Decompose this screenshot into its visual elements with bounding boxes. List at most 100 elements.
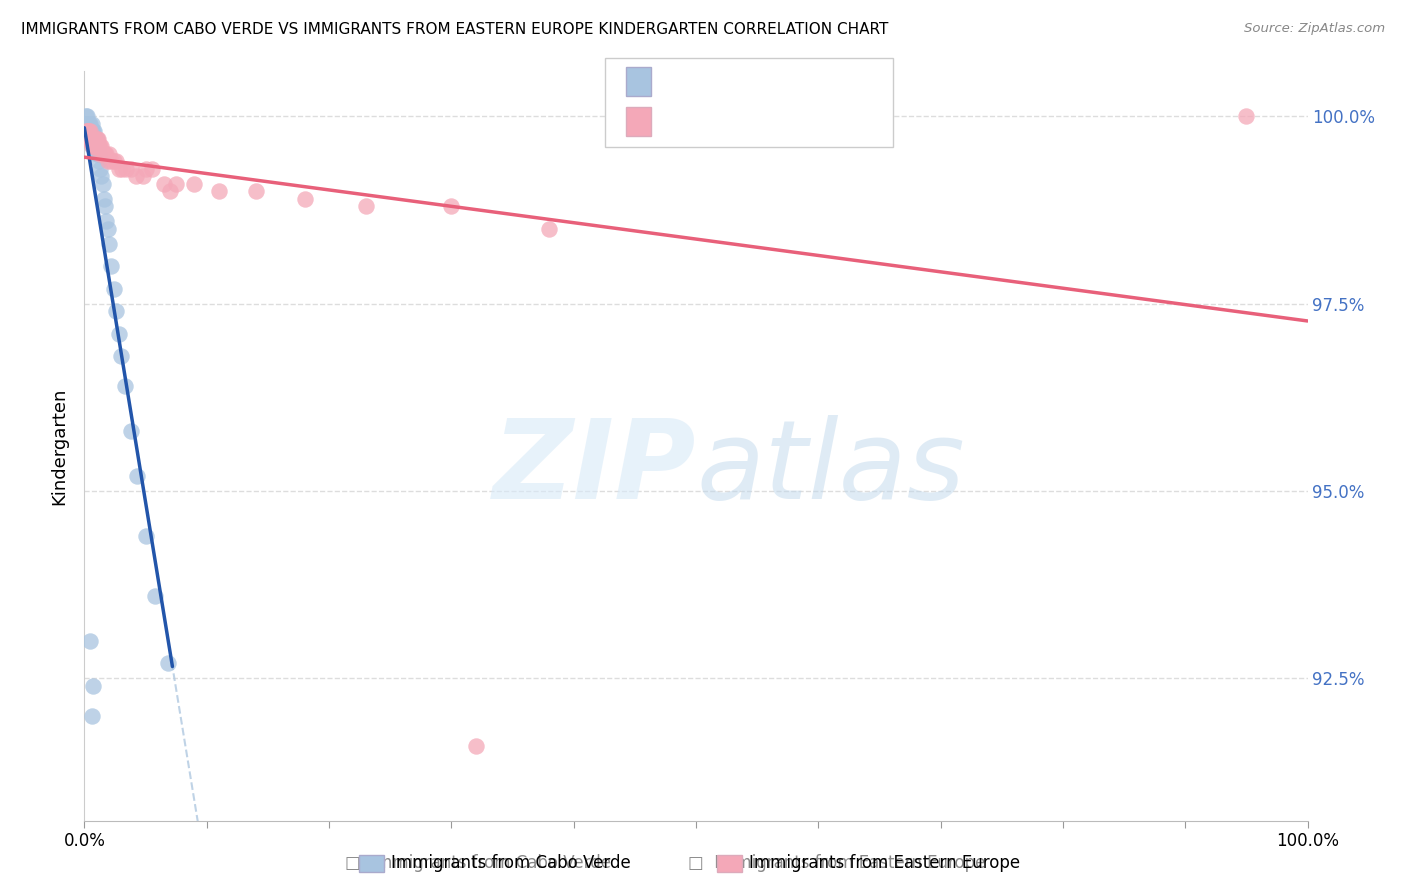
Text: Source: ZipAtlas.com: Source: ZipAtlas.com (1244, 22, 1385, 36)
Point (538, 221, 561, 235)
Text: Immigrants from Eastern Europe: Immigrants from Eastern Europe (749, 855, 1021, 872)
Text: □  Immigrants from Cabo Verde: □ Immigrants from Cabo Verde (344, 855, 612, 872)
Point (91, 177, 114, 191)
Point (82, 124, 104, 138)
Point (79, 124, 101, 138)
Point (105, 154, 128, 169)
Point (153, 177, 176, 191)
Point (79, 132, 101, 146)
Text: N =: N = (756, 112, 796, 129)
Point (77, 132, 100, 146)
Point (132, 169, 155, 184)
Point (208, 184, 231, 198)
Point (82, 139, 104, 153)
Point (111, 161, 134, 176)
Point (87, 154, 110, 169)
Point (103, 154, 125, 169)
Point (100, 154, 122, 169)
Point (84, 132, 107, 146)
Point (100, 259, 122, 273)
Point (80, 124, 103, 138)
Point (114, 379, 136, 393)
Y-axis label: Kindergarten: Kindergarten (51, 387, 69, 505)
Point (87, 139, 110, 153)
Point (84, 132, 107, 146)
Text: -0.281: -0.281 (693, 71, 751, 89)
Point (84, 139, 107, 153)
Point (77, 124, 100, 138)
Point (135, 529, 157, 543)
Point (82, 139, 104, 153)
Point (120, 161, 142, 176)
Point (135, 161, 157, 176)
Point (97, 154, 120, 169)
Point (87, 139, 110, 153)
Point (464, 739, 486, 753)
Point (93, 146, 115, 161)
Point (80, 708, 103, 723)
Text: ZIP: ZIP (492, 415, 696, 522)
Point (125, 469, 148, 483)
Point (77, 117, 100, 131)
Point (80, 139, 103, 153)
Point (83, 124, 105, 138)
Text: 56: 56 (792, 112, 814, 129)
Point (86, 139, 108, 153)
Point (87, 146, 110, 161)
Point (77, 124, 100, 138)
Point (94, 146, 117, 161)
Text: Immigrants from Cabo Verde: Immigrants from Cabo Verde (391, 855, 631, 872)
Point (103, 282, 125, 296)
Point (143, 589, 166, 603)
Point (76, 132, 98, 146)
Point (96, 214, 118, 228)
Point (183, 177, 205, 191)
Point (77, 117, 100, 131)
Point (94, 199, 117, 213)
Point (82, 679, 104, 693)
Point (75, 117, 97, 131)
Point (87, 139, 110, 153)
Point (87, 132, 110, 146)
Point (90, 169, 112, 184)
Text: □  Immigrants from Eastern Europe: □ Immigrants from Eastern Europe (688, 855, 986, 872)
Point (141, 161, 163, 176)
Point (76, 124, 98, 138)
Text: N =: N = (756, 71, 796, 89)
Point (79, 633, 101, 648)
Point (77, 132, 100, 146)
Point (82, 132, 104, 146)
Point (159, 184, 181, 198)
Point (89, 161, 111, 176)
Point (165, 177, 187, 191)
Point (96, 146, 118, 161)
Point (79, 124, 101, 138)
Point (90, 139, 112, 153)
Point (156, 657, 179, 671)
Point (75, 132, 97, 146)
Point (77, 124, 100, 138)
Point (110, 349, 132, 363)
Point (245, 184, 267, 198)
Point (75, 109, 97, 123)
Point (440, 199, 463, 213)
Point (80, 132, 103, 146)
Text: 53: 53 (792, 71, 814, 89)
Point (86, 139, 108, 153)
Point (294, 192, 316, 206)
Point (97, 236, 120, 251)
Point (93, 192, 115, 206)
Text: R =: R = (659, 71, 699, 89)
Point (89, 139, 111, 153)
Text: IMMIGRANTS FROM CABO VERDE VS IMMIGRANTS FROM EASTERN EUROPE KINDERGARTEN CORREL: IMMIGRANTS FROM CABO VERDE VS IMMIGRANTS… (21, 22, 889, 37)
Point (1236, 109, 1258, 123)
Point (354, 199, 377, 213)
Point (83, 132, 105, 146)
Point (120, 424, 142, 438)
Point (86, 132, 108, 146)
Point (83, 139, 105, 153)
Point (84, 139, 107, 153)
Point (107, 326, 129, 341)
Point (76, 109, 98, 123)
Point (75, 124, 97, 138)
